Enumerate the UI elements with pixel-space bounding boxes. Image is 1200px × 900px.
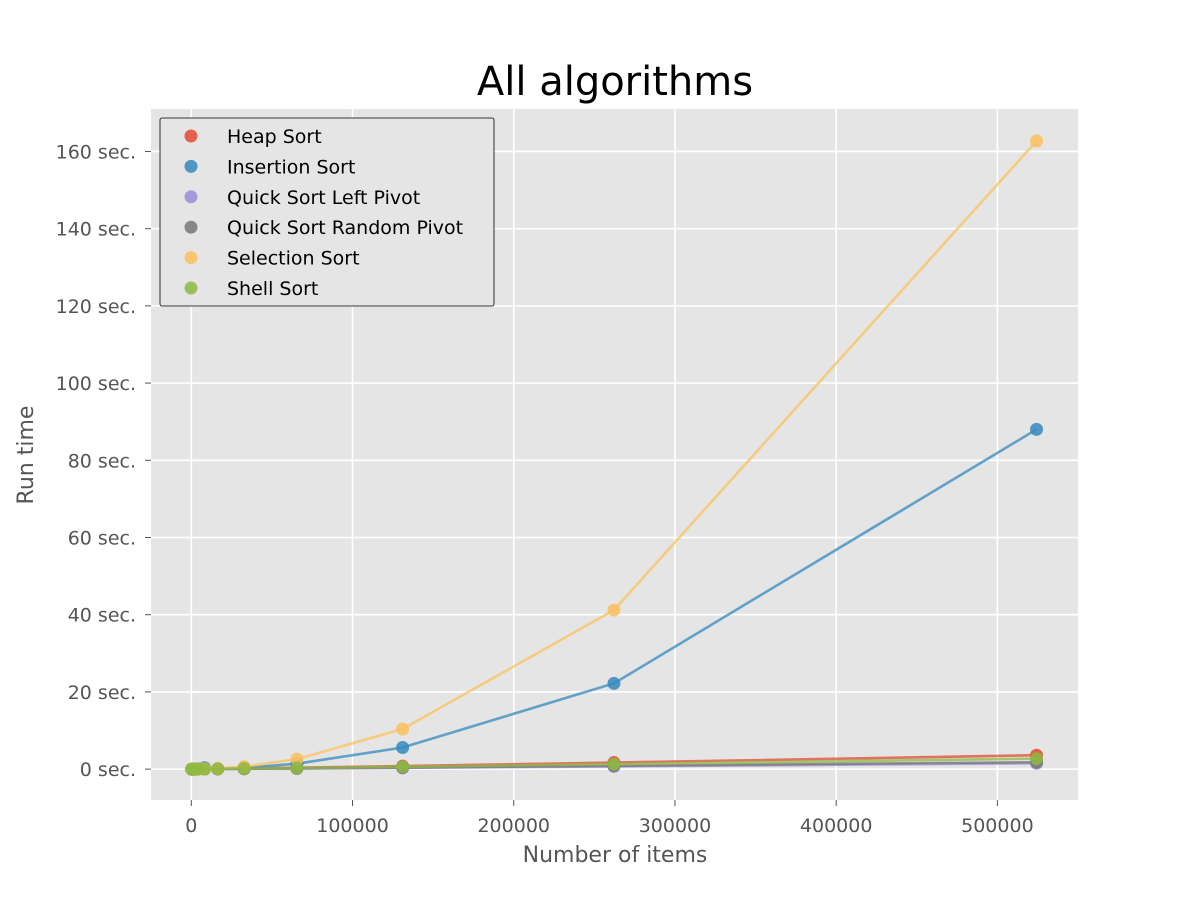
y-axis-label: Run time: [14, 406, 39, 505]
chart-title: All algorithms: [477, 59, 753, 105]
y-tick-label: 20 sec.: [68, 682, 136, 704]
data-point-shell-sort: [290, 761, 304, 775]
y-tick-label: 60 sec.: [68, 527, 136, 549]
legend-item-heap-sort: Heap Sort: [184, 126, 322, 148]
legend-label: Heap Sort: [227, 126, 322, 148]
y-tick-label: 120 sec.: [56, 296, 136, 318]
y-axis: 0 sec. 20 sec. 40 sec. 60 sec. 80 sec. 100 se…: [56, 141, 151, 781]
legend-item-quick-sort-random-pivot: Quick Sort Random Pivot: [184, 217, 463, 239]
legend-label: Insertion Sort: [227, 156, 355, 178]
x-tick-label: 200000: [477, 815, 550, 837]
data-point-insertion-sort: [1030, 422, 1044, 436]
legend-label: Quick Sort Random Pivot: [227, 217, 463, 239]
legend-marker: [184, 251, 198, 265]
legend-frame: [159, 117, 495, 307]
data-point-shell-sort: [1030, 752, 1044, 766]
legend-label: Quick Sort Left Pivot: [227, 187, 420, 209]
data-point-shell-sort: [396, 760, 410, 774]
legend-item-shell-sort: Shell Sort: [184, 278, 318, 300]
legend-label: Selection Sort: [227, 248, 360, 270]
data-point-selection-sort: [607, 603, 621, 617]
data-point-insertion-sort: [396, 740, 410, 754]
legend-item-quick-sort-left-pivot: Quick Sort Left Pivot: [184, 187, 420, 209]
data-point-selection-sort: [396, 722, 410, 736]
data-point-insertion-sort: [607, 676, 621, 690]
legend-marker: [184, 190, 198, 204]
y-tick-label: 80 sec.: [68, 450, 136, 472]
y-tick-label: 40 sec.: [68, 605, 136, 627]
data-point-shell-sort: [607, 757, 621, 771]
x-tick-label: 300000: [639, 815, 712, 837]
x-tick-label: 400000: [800, 815, 873, 837]
x-tick-label: 0: [185, 815, 197, 837]
series-shell-sort: [185, 752, 1044, 776]
legend-marker: [184, 220, 198, 234]
y-tick-label: 0 sec.: [80, 759, 136, 781]
x-tick-label: 100000: [316, 815, 389, 837]
y-tick-label: 100 sec.: [56, 373, 136, 395]
data-point-shell-sort: [198, 762, 212, 776]
legend-marker: [184, 281, 198, 295]
legend-item-insertion-sort: Insertion Sort: [184, 156, 355, 178]
y-tick-label: 140 sec.: [56, 219, 136, 241]
grid: [151, 109, 1078, 800]
x-tick-label: 500000: [961, 815, 1034, 837]
x-axis: 0 100000 200000 300000 400000 500000: [185, 800, 1034, 837]
y-tick-label: 160 sec.: [56, 141, 136, 163]
data-point-selection-sort: [1030, 134, 1044, 148]
legend: Heap Sort Insertion Sort Quick Sort Left P…: [159, 117, 495, 307]
legend-marker: [184, 159, 198, 173]
legend-marker: [184, 129, 198, 143]
legend-item-selection-sort: Selection Sort: [184, 248, 360, 270]
data-point-selection-sort: [290, 752, 304, 766]
data-point-shell-sort: [211, 762, 225, 776]
data-point-shell-sort: [237, 762, 251, 776]
legend-label: Shell Sort: [227, 278, 318, 300]
series-layer: [185, 134, 1044, 776]
x-axis-label: Number of items: [523, 843, 708, 868]
